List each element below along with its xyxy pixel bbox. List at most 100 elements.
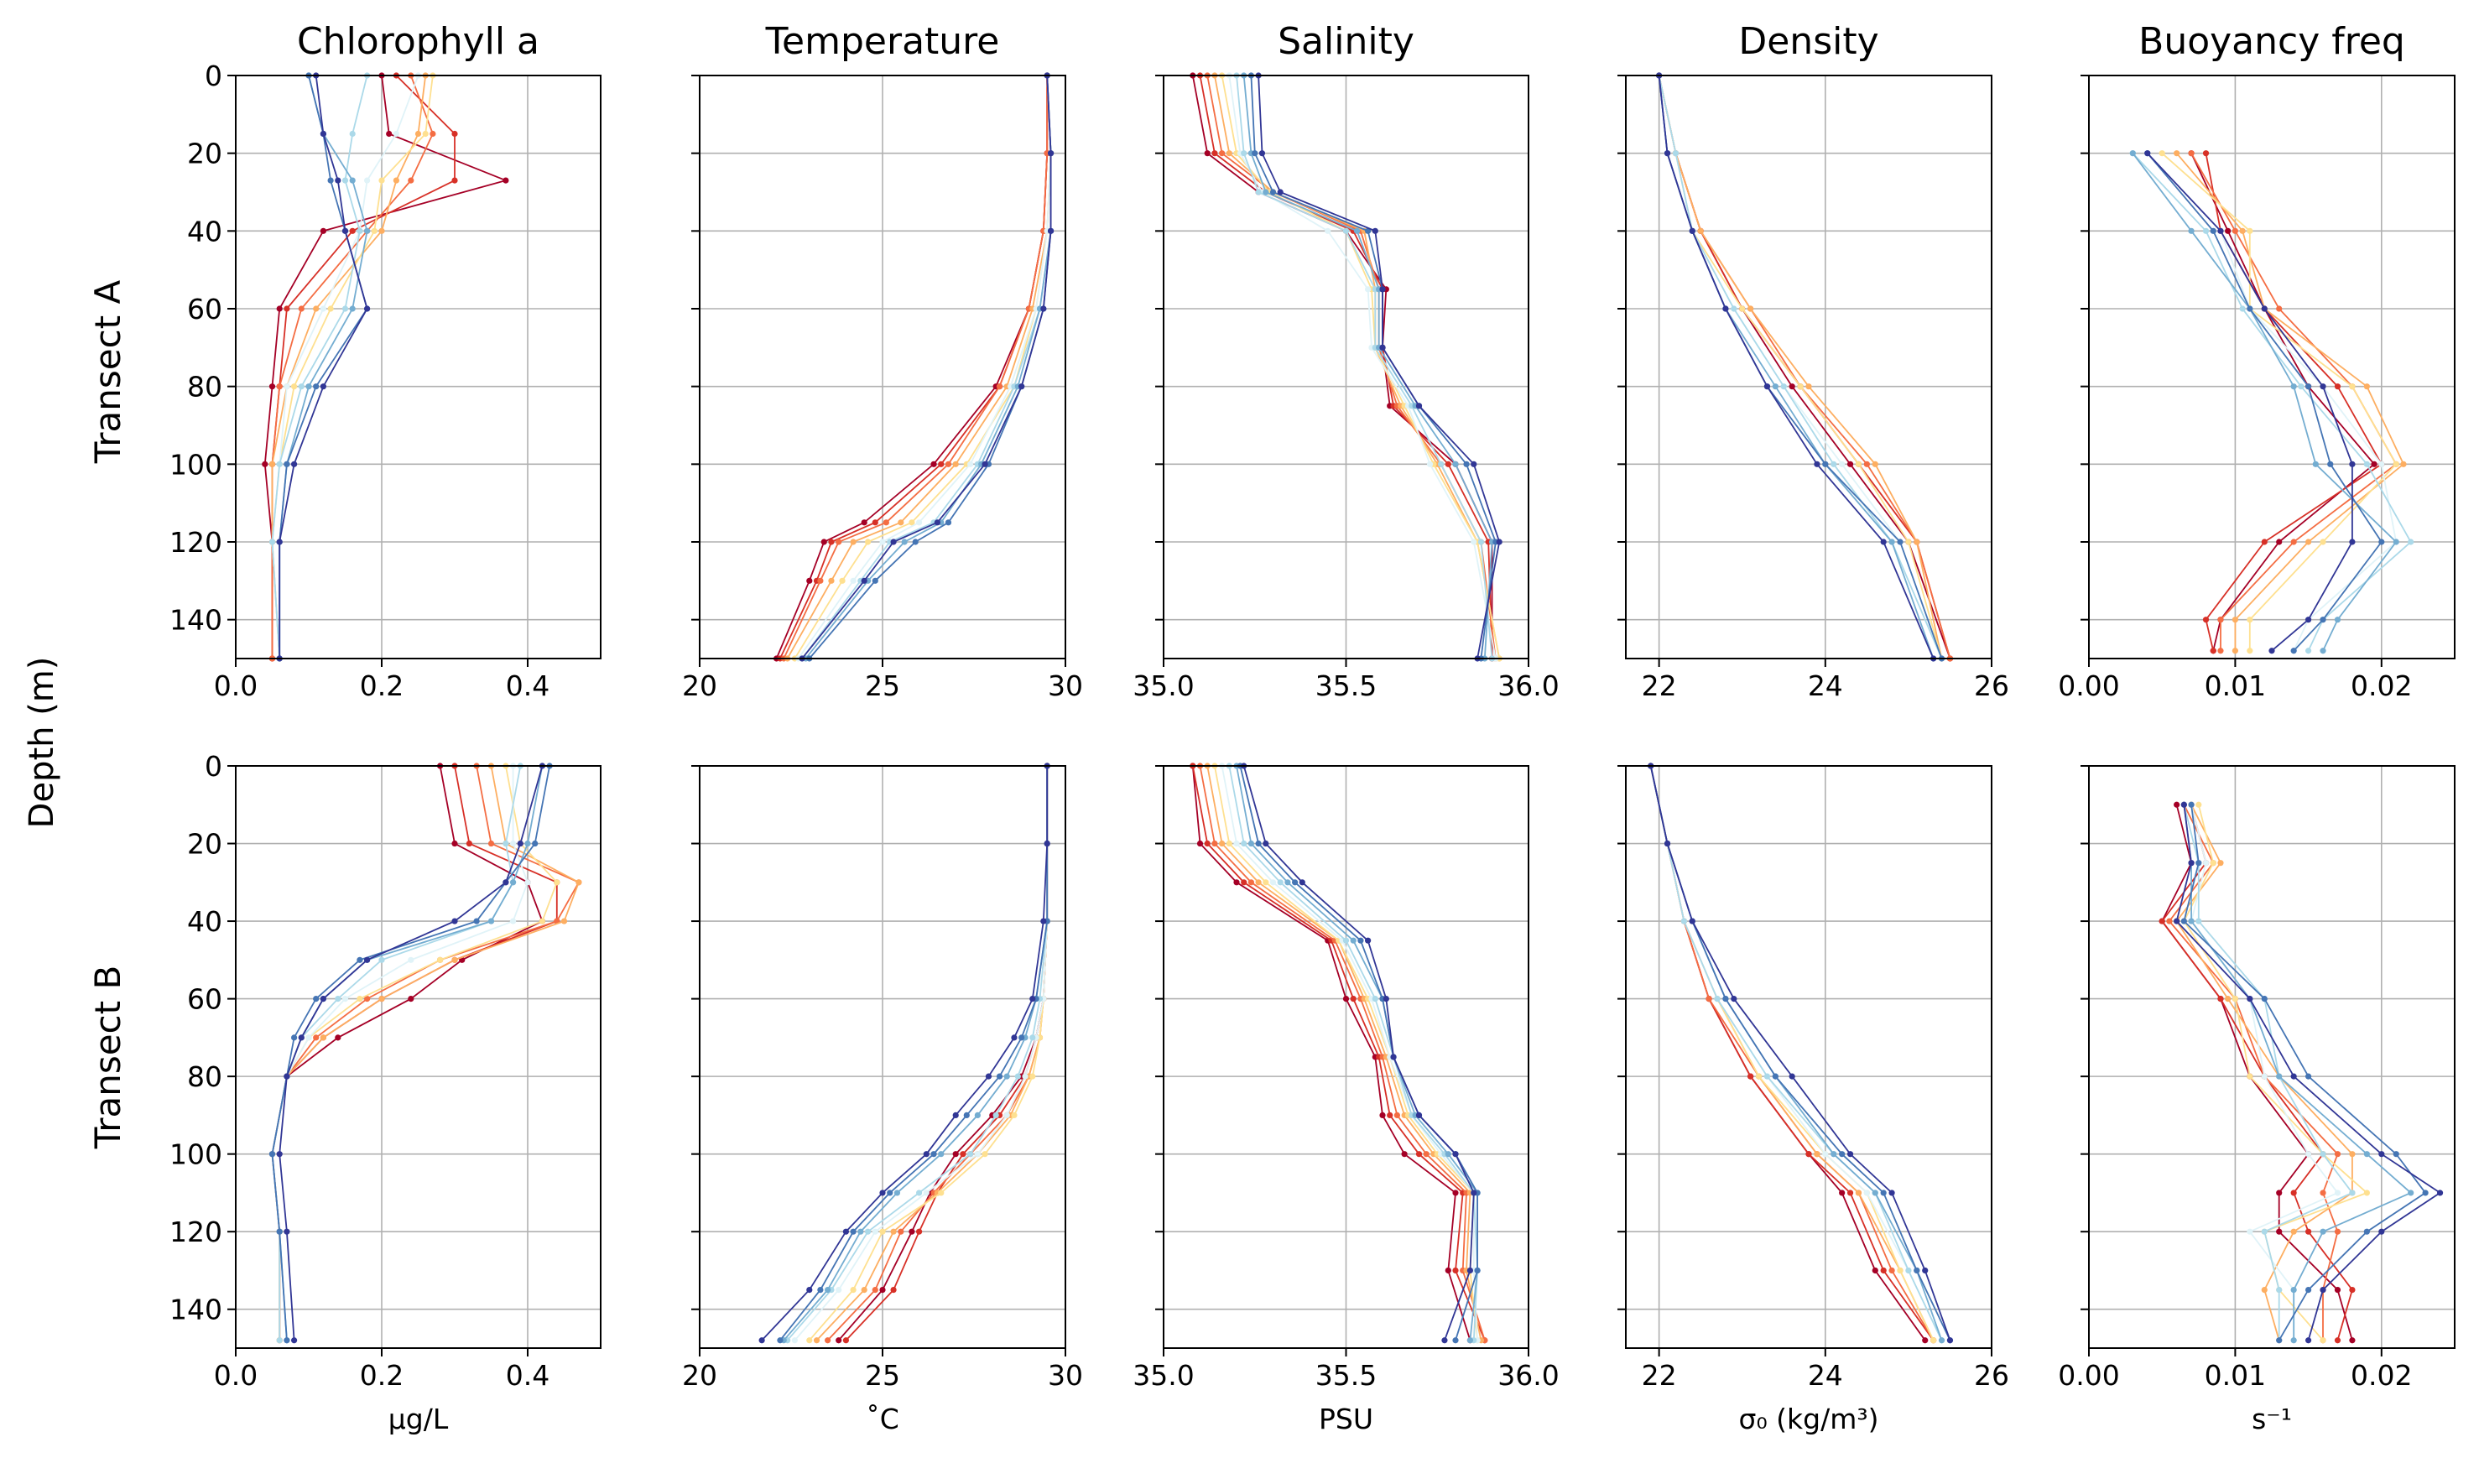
data-point <box>2393 539 2399 545</box>
data-point <box>2320 1151 2326 1158</box>
data-point <box>828 539 835 545</box>
data-point <box>909 519 915 526</box>
data-point <box>2305 1228 2312 1235</box>
data-point <box>1204 150 1211 157</box>
x-tick-label: 0.02 <box>2351 669 2412 702</box>
series-2 <box>1656 72 1954 662</box>
data-point <box>2247 648 2253 654</box>
series-line <box>1191 765 1471 1341</box>
data-point <box>1011 1112 1018 1118</box>
data-point <box>2217 227 2224 234</box>
y-tick-label: 120 <box>169 526 222 559</box>
panel-title: Temperature <box>765 20 1000 63</box>
data-point <box>1226 150 1232 157</box>
series-line <box>2183 804 2427 1341</box>
data-point <box>842 1228 850 1235</box>
data-point <box>298 383 305 390</box>
data-point <box>2290 1287 2297 1294</box>
data-point <box>1772 383 1779 390</box>
data-point <box>2247 617 2253 623</box>
data-point <box>2320 648 2326 654</box>
x-tick-label: 0.2 <box>360 1359 404 1392</box>
data-point <box>1763 383 1771 390</box>
data-point <box>893 1190 901 1196</box>
data-point <box>1888 1267 1895 1274</box>
data-point <box>560 918 568 924</box>
series-line <box>1258 75 1501 659</box>
panel-title: Chlorophyll a <box>297 20 539 63</box>
series-4 <box>791 72 1055 662</box>
series-3 <box>1204 763 1485 1344</box>
series-1 <box>2159 801 2356 1344</box>
data-point <box>2305 1337 2312 1344</box>
data-point <box>2363 1190 2370 1196</box>
data-point <box>284 1337 290 1344</box>
series-4 <box>1656 72 1945 662</box>
data-point <box>1211 840 1218 847</box>
y-tick-label: 20 <box>187 828 222 861</box>
x-tick-label: 26 <box>1974 1359 2009 1392</box>
data-point <box>1880 1190 1887 1196</box>
series-7 <box>802 72 1055 662</box>
panel-title: Buoyancy freq <box>2138 20 2405 63</box>
data-point <box>503 177 509 184</box>
data-point <box>1044 840 1050 847</box>
data-point <box>1747 1073 1754 1080</box>
data-point <box>817 1287 824 1294</box>
data-point <box>1474 1267 1481 1274</box>
x-tick-label: 30 <box>1048 669 1083 702</box>
panel-0-1: 20 25 30 Temperature <box>682 20 1083 702</box>
data-point <box>2305 1073 2312 1080</box>
series-line <box>1658 75 1943 659</box>
series-line <box>263 75 508 659</box>
data-point <box>1258 150 1266 157</box>
data-point <box>1914 1267 1920 1274</box>
data-point <box>2363 1228 2370 1235</box>
data-point <box>1805 1151 1812 1158</box>
data-point <box>1789 383 1795 390</box>
data-point <box>982 461 988 467</box>
series-line <box>271 765 544 1341</box>
data-point <box>883 519 889 526</box>
data-point <box>1292 879 1299 886</box>
x-tick-label: 20 <box>682 669 717 702</box>
data-point <box>276 1151 283 1158</box>
data-point <box>2320 1190 2326 1196</box>
data-point <box>1914 539 1920 545</box>
data-point <box>1946 1337 1954 1344</box>
x-tick-label: 0.0 <box>214 669 258 702</box>
data-point <box>1772 1073 1779 1080</box>
data-point <box>473 918 480 924</box>
data-point <box>524 840 531 847</box>
data-point <box>982 1151 988 1158</box>
series-line <box>801 75 1052 659</box>
data-point <box>2378 1228 2385 1235</box>
data-point <box>378 227 385 234</box>
data-point <box>2334 617 2341 623</box>
data-point <box>839 577 846 584</box>
data-point <box>268 1151 276 1158</box>
series-3 <box>1656 72 1945 662</box>
data-point <box>2188 918 2195 924</box>
data-point <box>1731 305 1737 312</box>
x-tick-label: 35.5 <box>1315 1359 1377 1392</box>
series-1 <box>842 763 1050 1344</box>
data-point <box>451 840 458 847</box>
data-point <box>1471 461 1477 467</box>
data-point <box>1040 305 1047 312</box>
series-3 <box>784 72 1055 662</box>
data-point <box>393 177 399 184</box>
data-point <box>2305 617 2312 623</box>
data-point <box>313 305 320 312</box>
series-line <box>1658 75 1951 659</box>
series-9 <box>758 763 1050 1344</box>
data-point <box>2290 648 2297 654</box>
data-point <box>2159 150 2165 157</box>
y-tick-label: 140 <box>169 1294 222 1326</box>
data-point <box>320 305 326 312</box>
data-point <box>268 539 276 545</box>
data-point <box>349 305 356 312</box>
data-point <box>305 1034 312 1041</box>
data-point <box>2239 227 2246 234</box>
series-line <box>2183 804 2413 1341</box>
